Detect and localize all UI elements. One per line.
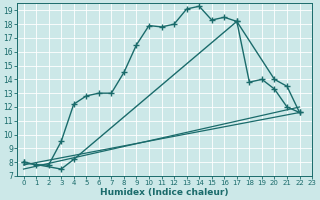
- X-axis label: Humidex (Indice chaleur): Humidex (Indice chaleur): [100, 188, 229, 197]
